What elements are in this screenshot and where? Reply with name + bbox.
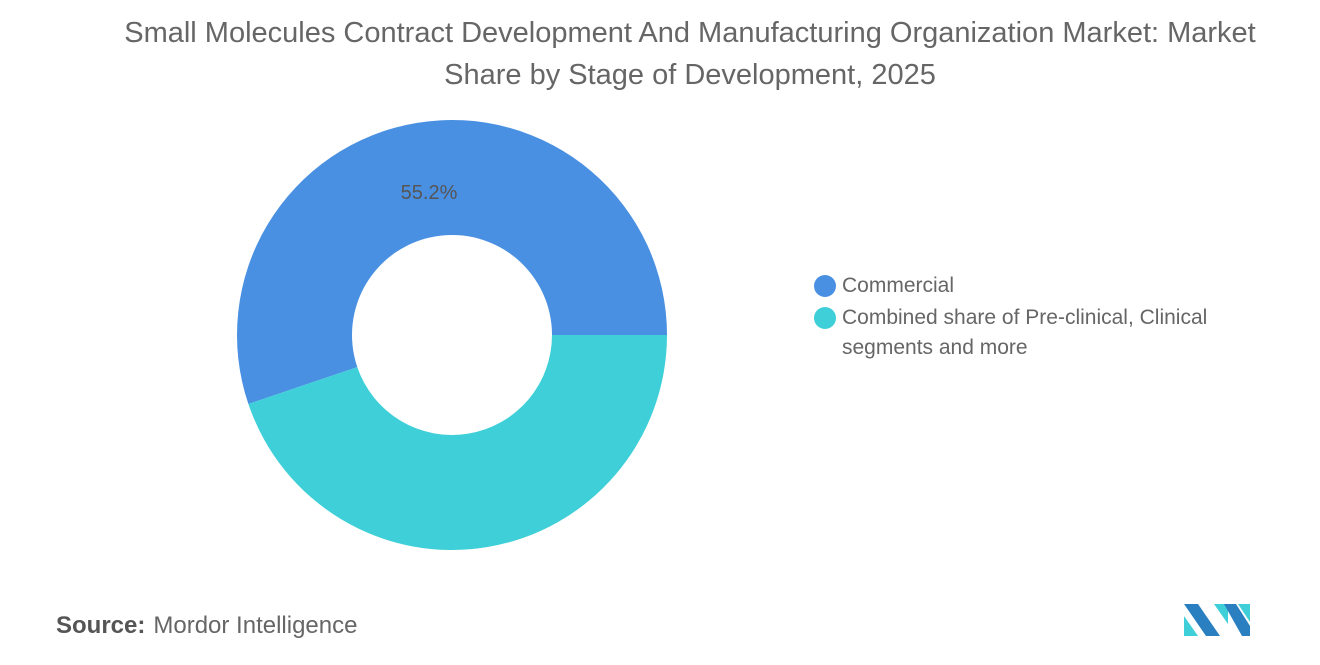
donut-slice-1[interactable] <box>248 335 667 551</box>
source-note: Source: Mordor Intelligence <box>56 612 357 640</box>
donut-slice-0[interactable] <box>237 120 668 405</box>
legend-label: Combined share of Pre-clinical, Clinical… <box>842 306 1208 359</box>
mordor-logo-icon <box>1184 604 1250 636</box>
legend: Commercial Combined share of Pre-clinica… <box>814 271 1254 365</box>
data-label-commercial: 55.2% <box>401 182 458 204</box>
legend-swatch-icon <box>814 307 836 329</box>
legend-item-combined[interactable]: Combined share of Pre-clinical, Clinical… <box>814 303 1254 363</box>
legend-item-commercial[interactable]: Commercial <box>814 271 1254 301</box>
chart-title: Small Molecules Contract Development And… <box>124 17 1256 91</box>
source-label: Source: <box>56 612 146 639</box>
legend-swatch-icon <box>814 275 836 297</box>
source-text: Mordor Intelligence <box>153 612 358 639</box>
legend-label: Commercial <box>842 274 955 297</box>
